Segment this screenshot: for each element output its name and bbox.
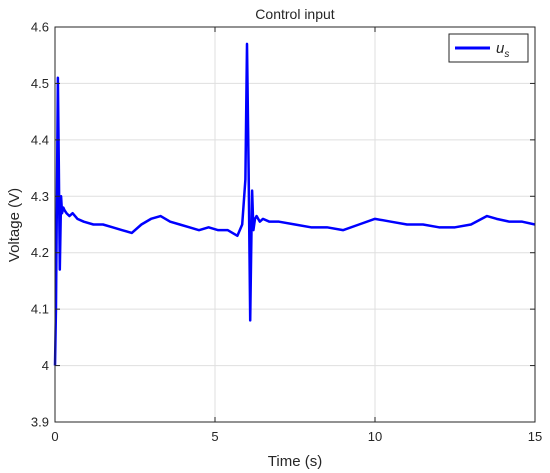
y-axis: 3.9 4 4.1 4.2 4.3 4.4 4.5 4.6	[31, 20, 535, 430]
plot-frame	[54, 26, 536, 423]
series-line-us	[53, 42, 536, 366]
y-tick-label: 4.4	[31, 132, 49, 147]
y-tick-label: 4.1	[31, 302, 49, 317]
grid-lines	[54, 26, 536, 423]
y-axis-label: Voltage (V)	[6, 188, 23, 262]
x-tick-label: 5	[211, 429, 218, 444]
x-axis: 0 5 10 15	[51, 27, 542, 444]
x-tick-label: 10	[368, 429, 382, 444]
y-tick-label: 4.3	[31, 189, 49, 204]
x-tick-label: 15	[528, 429, 542, 444]
x-tick-label: 0	[51, 429, 58, 444]
legend-label-subscript: s	[504, 49, 509, 60]
legend: us	[448, 33, 529, 63]
series-layer	[53, 42, 536, 366]
x-axis-label: Time (s)	[268, 453, 322, 470]
chart-title: Control input	[255, 6, 334, 22]
y-tick-label: 3.9	[31, 415, 49, 430]
y-tick-label: 4.5	[31, 76, 49, 91]
y-tick-label: 4.2	[31, 245, 49, 260]
y-tick-label: 4.6	[31, 20, 49, 35]
y-tick-label: 4	[42, 358, 49, 373]
